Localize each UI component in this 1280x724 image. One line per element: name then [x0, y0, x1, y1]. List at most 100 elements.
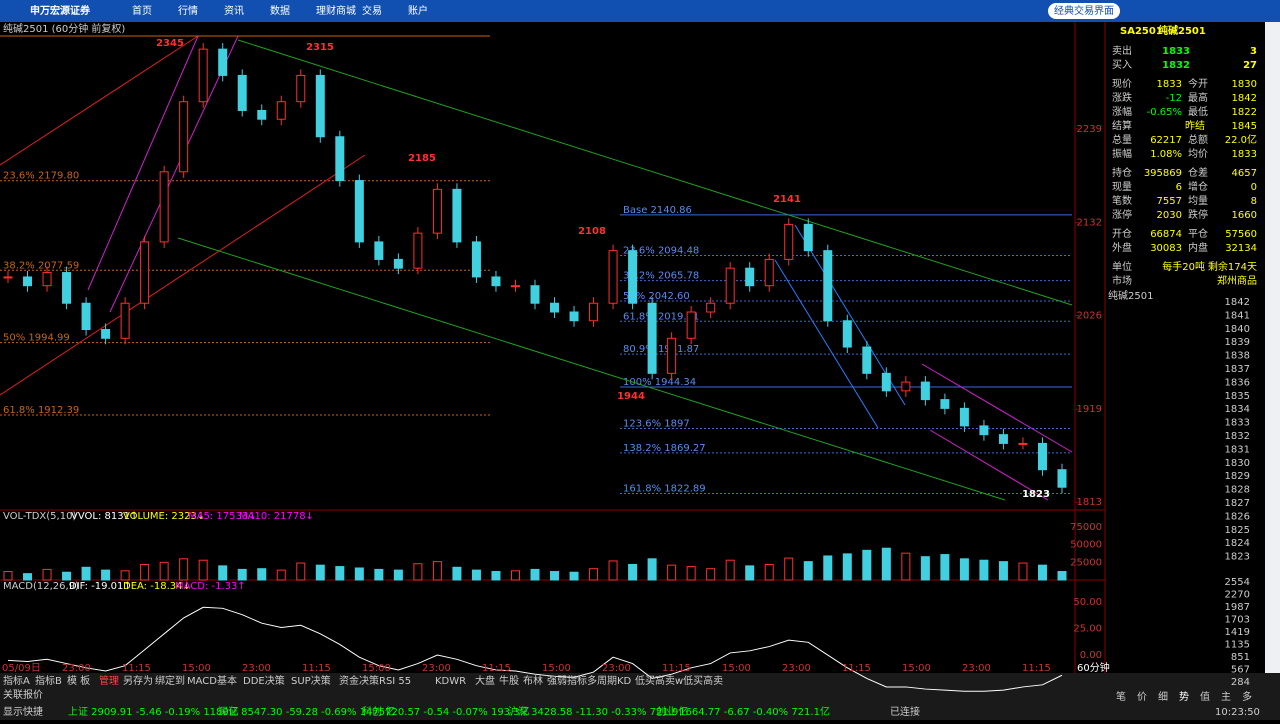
tab[interactable]: KDWR: [435, 676, 466, 687]
tab[interactable]: 多周期KD: [587, 674, 632, 687]
classic-button-label[interactable]: 经典交易界面: [1054, 4, 1114, 17]
volume-bar: [803, 561, 813, 581]
volume-bar: [764, 563, 774, 581]
mini-tick: 1827: [1225, 498, 1250, 509]
trend-line: [87, 35, 199, 291]
candle: [296, 74, 306, 103]
tab[interactable]: 牛股: [499, 674, 519, 687]
volume-bar: [706, 568, 716, 581]
macd-tick-label: 25.00: [1073, 624, 1102, 635]
status-item: 科创 720.57 -0.54 -0.07% 193.3亿: [362, 705, 530, 718]
tab[interactable]: SUP决策: [291, 674, 331, 687]
mini-tab[interactable]: 多: [1242, 690, 1252, 703]
quote-label: 均量: [1188, 195, 1208, 207]
candle: [237, 74, 247, 111]
peak-label: 2108: [578, 226, 606, 237]
mini-tab[interactable]: 值: [1200, 690, 1210, 703]
candle: [1018, 442, 1028, 445]
tab[interactable]: 模 板: [67, 674, 90, 687]
mini-tick: 1841: [1225, 310, 1250, 321]
quote-value: 1660: [1232, 210, 1257, 221]
candle: [784, 223, 794, 260]
tab[interactable]: w低买高卖: [675, 674, 723, 687]
sub-tab[interactable]: 关联报价: [3, 688, 43, 701]
mini-vol-tick: 851: [1231, 652, 1250, 663]
candle: [218, 48, 228, 76]
tab[interactable]: 资金决策: [339, 674, 379, 687]
classic-button[interactable]: [1048, 3, 1120, 19]
mini-tick: 1834: [1225, 404, 1250, 415]
side-toolbar: [1265, 22, 1280, 673]
peak-label: 2315: [306, 42, 334, 53]
candle: [569, 311, 579, 322]
quote-value: -12: [1166, 93, 1182, 104]
candle: [823, 250, 833, 322]
volume-bar: [335, 566, 345, 581]
tab[interactable]: 大盘: [475, 674, 495, 687]
y-tick-label: 2239: [1077, 124, 1102, 135]
mini-tab[interactable]: 势: [1179, 690, 1189, 703]
tab[interactable]: 低买高卖: [635, 674, 675, 687]
tab[interactable]: 布林: [523, 674, 543, 687]
time-label: 23:00: [782, 663, 811, 674]
volume-bar: [725, 559, 735, 581]
menu-item[interactable]: 数据: [270, 4, 290, 17]
tab[interactable]: 另存为: [123, 674, 153, 687]
tab[interactable]: 强弱指标: [547, 674, 587, 687]
menu-item[interactable]: 资讯: [224, 5, 244, 17]
logo: 申万宏源证券: [30, 4, 91, 17]
time-label: 11:15: [302, 663, 331, 674]
mini-tab[interactable]: 价: [1137, 691, 1147, 703]
menu-item[interactable]: 理财商城: [316, 4, 356, 17]
quote-value: 1833: [1232, 149, 1257, 160]
quote-label: 平仓: [1188, 227, 1208, 240]
quote-value: 1830: [1232, 79, 1257, 90]
tab[interactable]: 绑定到: [155, 674, 185, 687]
candle: [491, 276, 501, 287]
candle: [315, 74, 325, 138]
mini-tick: 1823: [1225, 552, 1250, 563]
trend-line: [774, 259, 879, 429]
tab[interactable]: 管理: [99, 674, 119, 687]
candle: [159, 171, 169, 243]
menu-item[interactable]: 首页: [132, 4, 152, 17]
volume-bar: [198, 559, 208, 581]
volume-bar: [3, 571, 13, 581]
time-label: 11:15: [122, 663, 151, 674]
volume-bar: [413, 563, 423, 581]
status-item: 深证 8547.30 -59.28 -0.69% 1475亿: [218, 705, 395, 718]
mini-tick: 1829: [1225, 471, 1250, 482]
menu-item[interactable]: 交易: [362, 4, 382, 17]
tab[interactable]: RSI 55: [379, 676, 411, 687]
mini-tick: 1833: [1225, 418, 1250, 429]
volume-bar: [1018, 562, 1028, 581]
menu-item[interactable]: 行情: [178, 4, 198, 17]
tab[interactable]: MACD基本: [187, 674, 237, 687]
candle: [998, 434, 1008, 444]
macd-header: DIF: -19.01↑: [69, 581, 132, 592]
fib-label: 50% 2042.60: [623, 291, 690, 302]
candle: [510, 285, 520, 288]
mini-tab[interactable]: 主: [1221, 691, 1231, 703]
quote-label: 市场: [1112, 274, 1132, 287]
mini-tick: 1830: [1225, 458, 1250, 469]
volume-bar: [569, 571, 579, 581]
period: 60分钟: [1077, 661, 1110, 674]
candle: [276, 101, 286, 120]
tab[interactable]: DDE决策: [243, 674, 285, 687]
tab[interactable]: 指标B: [35, 674, 62, 687]
status-item: 创业 1664.77 -6.67 -0.40% 721.1亿: [656, 705, 830, 718]
quote-label: 最低: [1188, 105, 1208, 118]
candle: [901, 381, 911, 392]
quote-label: 总额: [1188, 133, 1208, 146]
menu-item[interactable]: 账户: [408, 4, 428, 17]
volume-bar: [862, 549, 872, 581]
quote-code: SA2501: [1120, 26, 1163, 37]
mini-tab[interactable]: 细: [1158, 690, 1168, 703]
trend-line: [929, 429, 1049, 501]
quote-label: 均价: [1188, 148, 1208, 160]
mini-tab[interactable]: 笔: [1116, 690, 1126, 703]
quote-value: 1833: [1157, 79, 1182, 90]
candle: [764, 258, 774, 287]
tab[interactable]: 指标A: [3, 674, 30, 687]
